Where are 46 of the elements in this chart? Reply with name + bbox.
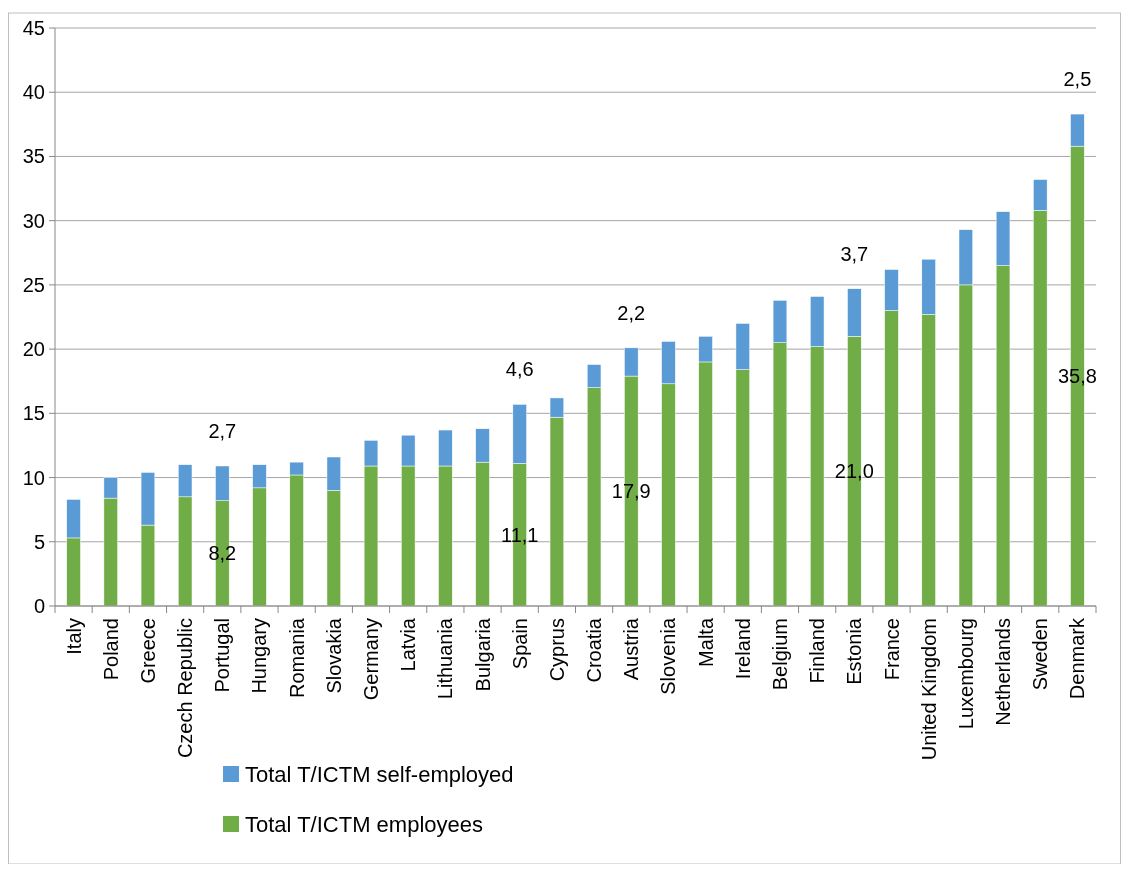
y-tick-label: 40: [22, 81, 45, 104]
data-label: 2,7: [208, 420, 237, 442]
x-tick-label: Croatia: [583, 617, 606, 683]
x-tick-label: Spain: [508, 618, 531, 670]
data-label: 8,2: [208, 542, 237, 565]
y-tick-label: 25: [22, 273, 45, 296]
y-tick-label: 0: [33, 595, 45, 617]
legend-label: Total T/ICTM employees: [245, 811, 484, 837]
x-tick-label: Bulgaria: [471, 617, 494, 692]
y-tick-label: 35: [22, 145, 45, 168]
x-tick-label: Austria: [620, 617, 643, 681]
x-tick-label: Greece: [136, 618, 159, 684]
data-label: 2,5: [1063, 68, 1092, 91]
x-tick-label: Hungary: [248, 618, 271, 694]
y-tick-label: 15: [22, 402, 45, 425]
x-tick-label: Czech Republic: [174, 618, 197, 759]
x-tick-label: Latvia: [397, 617, 420, 672]
y-tick-label: 45: [22, 17, 45, 39]
x-tick-label: Portugal: [211, 618, 234, 693]
x-tick-label: Italy: [62, 618, 85, 655]
x-tick-label: Denmark: [1066, 617, 1089, 700]
x-tick-label: Ireland: [731, 618, 754, 680]
y-tick-label: 30: [22, 209, 45, 232]
data-label: 3,7: [840, 242, 869, 265]
x-tick-label: Germany: [360, 618, 383, 701]
y-tick-label: 20: [22, 338, 45, 361]
x-tick-label: France: [880, 618, 903, 681]
x-tick-label: Cyprus: [545, 618, 568, 682]
x-tick-label: Finland: [806, 618, 829, 684]
x-tick-label: Estonia: [843, 617, 866, 685]
x-tick-label: Slovenia: [657, 617, 680, 695]
x-tick-label: Lithuania: [434, 617, 457, 700]
x-tick-label: Slovakia: [322, 617, 345, 694]
x-tick-label: Malta: [694, 617, 717, 667]
y-tick-label: 10: [22, 466, 45, 489]
x-tick-label: Netherlands: [992, 618, 1015, 726]
x-tick-label: Sweden: [1029, 618, 1052, 691]
legend-label: Total T/ICTM self-employed: [245, 761, 514, 787]
x-tick-label: Belgium: [768, 618, 791, 691]
x-tick-label: Romania: [285, 617, 308, 699]
x-tick-label: Poland: [99, 618, 122, 681]
y-tick-label: 5: [33, 530, 45, 553]
x-tick-label: Luxembourg: [954, 618, 977, 730]
data-label: 4,6: [505, 358, 534, 381]
x-tick-label: United Kingdom: [917, 618, 940, 761]
data-label: 2,2: [617, 301, 646, 324]
